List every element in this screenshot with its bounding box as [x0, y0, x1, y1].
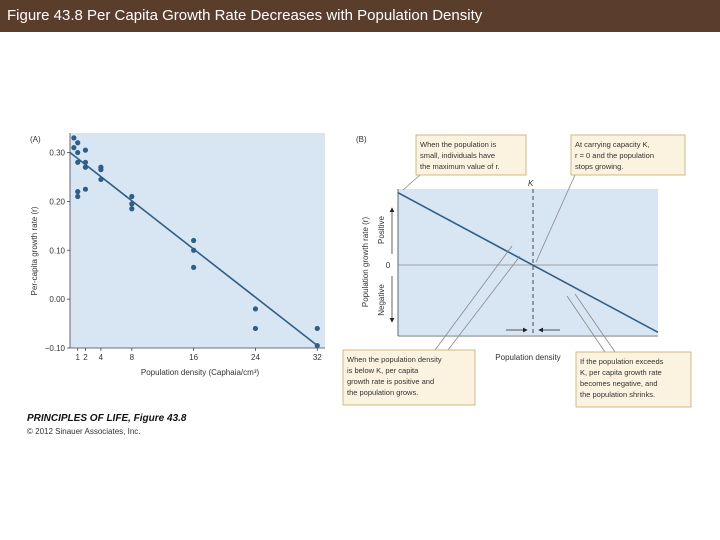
data-point	[191, 247, 197, 253]
callout-top-right	[570, 134, 686, 176]
title-bar: Figure 43.8 Per Capita Growth Rate Decre…	[0, 0, 720, 32]
data-point	[82, 159, 89, 165]
panel-a-y-tick-label: 0.10	[49, 246, 65, 255]
slide-title: Figure 43.8 Per Capita Growth Rate Decre…	[7, 7, 483, 24]
credit-subtitle: © 2012 Sinauer Associates, Inc.	[27, 427, 141, 436]
panel-a-x-tick-label: 4	[99, 353, 104, 362]
panel-a-x-ticks: 1 2 4 8 16 24 32	[76, 348, 322, 362]
panel-a-x-tick-label: 2	[83, 353, 88, 362]
callout-top-right-text: At carrying capacity K, r = 0 and the po…	[575, 140, 656, 171]
data-point	[252, 325, 259, 332]
data-point	[314, 325, 320, 332]
callout-bottom-left	[342, 349, 476, 406]
data-point	[252, 306, 259, 312]
positive-label: Positive	[377, 215, 386, 244]
data-point	[75, 140, 81, 146]
data-point	[71, 145, 77, 151]
pointer-bottom-left-2	[447, 255, 521, 351]
data-point	[98, 176, 104, 183]
data-point	[75, 149, 81, 156]
data-point	[191, 237, 197, 244]
data-point	[314, 342, 320, 349]
panel-a-y-tick-label: −0.10	[45, 344, 66, 353]
panel-b-y-label: Population growth rate (r)	[361, 217, 370, 308]
pointer-bottom-right-1	[566, 295, 606, 353]
panel-a-y-tick-label: 0.00	[49, 295, 65, 304]
panel-a-x-label: Population density (Caphaia/cm³)	[141, 368, 260, 377]
data-point	[82, 147, 89, 153]
pointer-bottom-right-2	[574, 293, 616, 353]
callout-top-left	[415, 134, 527, 176]
panel-a-x-tick-label: 1	[76, 353, 81, 362]
callout-bottom-right-text: If the population exceeds K, per capita …	[580, 357, 666, 399]
panel-a-y-tick-label: 0.30	[49, 149, 65, 158]
data-point	[191, 264, 197, 270]
panel-a-x-tick-label: 16	[189, 353, 198, 362]
panel-a-x-tick-label: 32	[313, 353, 322, 362]
data-point	[129, 206, 135, 212]
panel-b-growth-line	[397, 191, 659, 334]
panel-b-label: (B)	[356, 135, 367, 144]
pointer-bottom-left-1	[434, 245, 513, 351]
negative-label: Negative	[377, 284, 386, 316]
callout-bottom-right	[575, 351, 692, 408]
panel-a-x-tick-label: 24	[251, 353, 260, 362]
callout-top-left-text: When the population is small, individual…	[420, 140, 500, 171]
panel-b-x-label: Population density	[495, 353, 560, 362]
data-point	[75, 193, 81, 200]
panel-a-y-label: Per-capita growth rate (r)	[30, 206, 39, 295]
data-point	[71, 135, 77, 141]
callout-bottom-left-text: When the population density is below K, …	[347, 355, 444, 397]
data-point	[75, 189, 81, 195]
pointer-top-left	[402, 174, 421, 191]
credit-title: PRINCIPLES OF LIFE, Figure 43.8	[27, 413, 187, 424]
pointer-top-right	[535, 174, 576, 263]
panel-a-plot-area	[70, 133, 325, 348]
data-point	[98, 167, 104, 173]
k-label: K	[528, 179, 534, 188]
data-point	[129, 193, 135, 200]
data-point	[82, 186, 89, 192]
data-point	[82, 164, 89, 170]
data-point	[129, 201, 135, 207]
panel-a-x-tick-label: 8	[130, 353, 135, 362]
data-point	[75, 159, 81, 165]
panel-a-points	[71, 135, 320, 349]
panel-a-y-tick-label: 0.20	[49, 197, 65, 206]
panel-a-y-ticks: 0.30 0.20 0.10 0.00 −0.10	[45, 149, 70, 353]
zero-label: 0	[386, 261, 391, 270]
panel-a-label: (A)	[30, 135, 41, 144]
